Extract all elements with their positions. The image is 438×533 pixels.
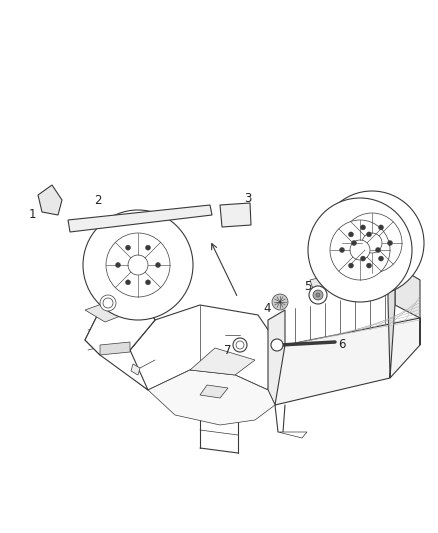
- Circle shape: [342, 213, 402, 273]
- Circle shape: [155, 262, 160, 268]
- Text: 6: 6: [338, 338, 346, 351]
- Text: 1: 1: [28, 208, 36, 222]
- Circle shape: [349, 263, 353, 268]
- Polygon shape: [268, 310, 285, 405]
- Polygon shape: [310, 258, 400, 292]
- Circle shape: [236, 341, 244, 349]
- Text: 2: 2: [94, 193, 102, 206]
- Circle shape: [320, 191, 424, 295]
- Text: 7: 7: [224, 343, 232, 357]
- Polygon shape: [220, 203, 251, 227]
- Circle shape: [360, 225, 365, 230]
- Circle shape: [378, 256, 384, 261]
- Polygon shape: [131, 364, 140, 375]
- Circle shape: [309, 286, 327, 304]
- Circle shape: [316, 293, 320, 297]
- Polygon shape: [190, 348, 255, 375]
- Circle shape: [367, 263, 371, 268]
- Polygon shape: [388, 265, 395, 378]
- Circle shape: [388, 240, 392, 246]
- Polygon shape: [100, 342, 130, 355]
- Circle shape: [375, 247, 381, 253]
- Circle shape: [308, 198, 412, 302]
- Polygon shape: [85, 295, 155, 355]
- Circle shape: [145, 280, 151, 285]
- Circle shape: [128, 255, 148, 275]
- Polygon shape: [395, 265, 420, 345]
- Circle shape: [83, 210, 193, 320]
- Polygon shape: [130, 305, 275, 390]
- Text: 4: 4: [263, 302, 271, 314]
- Text: 5: 5: [304, 280, 312, 294]
- Circle shape: [339, 247, 345, 253]
- Polygon shape: [200, 385, 228, 398]
- Circle shape: [271, 339, 283, 351]
- Circle shape: [367, 232, 371, 237]
- Circle shape: [330, 220, 390, 280]
- Circle shape: [362, 233, 382, 253]
- Polygon shape: [38, 185, 62, 215]
- Circle shape: [272, 294, 288, 310]
- Circle shape: [233, 338, 247, 352]
- Text: 3: 3: [244, 191, 252, 205]
- Circle shape: [350, 240, 370, 260]
- Polygon shape: [68, 205, 212, 232]
- Circle shape: [349, 232, 353, 237]
- Circle shape: [106, 233, 170, 297]
- Polygon shape: [85, 295, 155, 390]
- Circle shape: [378, 225, 384, 230]
- Circle shape: [352, 240, 357, 246]
- Circle shape: [116, 262, 120, 268]
- Circle shape: [360, 256, 365, 261]
- Circle shape: [103, 298, 113, 308]
- Circle shape: [100, 295, 116, 311]
- Circle shape: [126, 280, 131, 285]
- Polygon shape: [268, 318, 420, 405]
- Polygon shape: [278, 432, 307, 438]
- Polygon shape: [85, 285, 175, 322]
- Circle shape: [313, 290, 323, 300]
- Circle shape: [145, 245, 151, 250]
- Polygon shape: [148, 370, 275, 425]
- Circle shape: [126, 245, 131, 250]
